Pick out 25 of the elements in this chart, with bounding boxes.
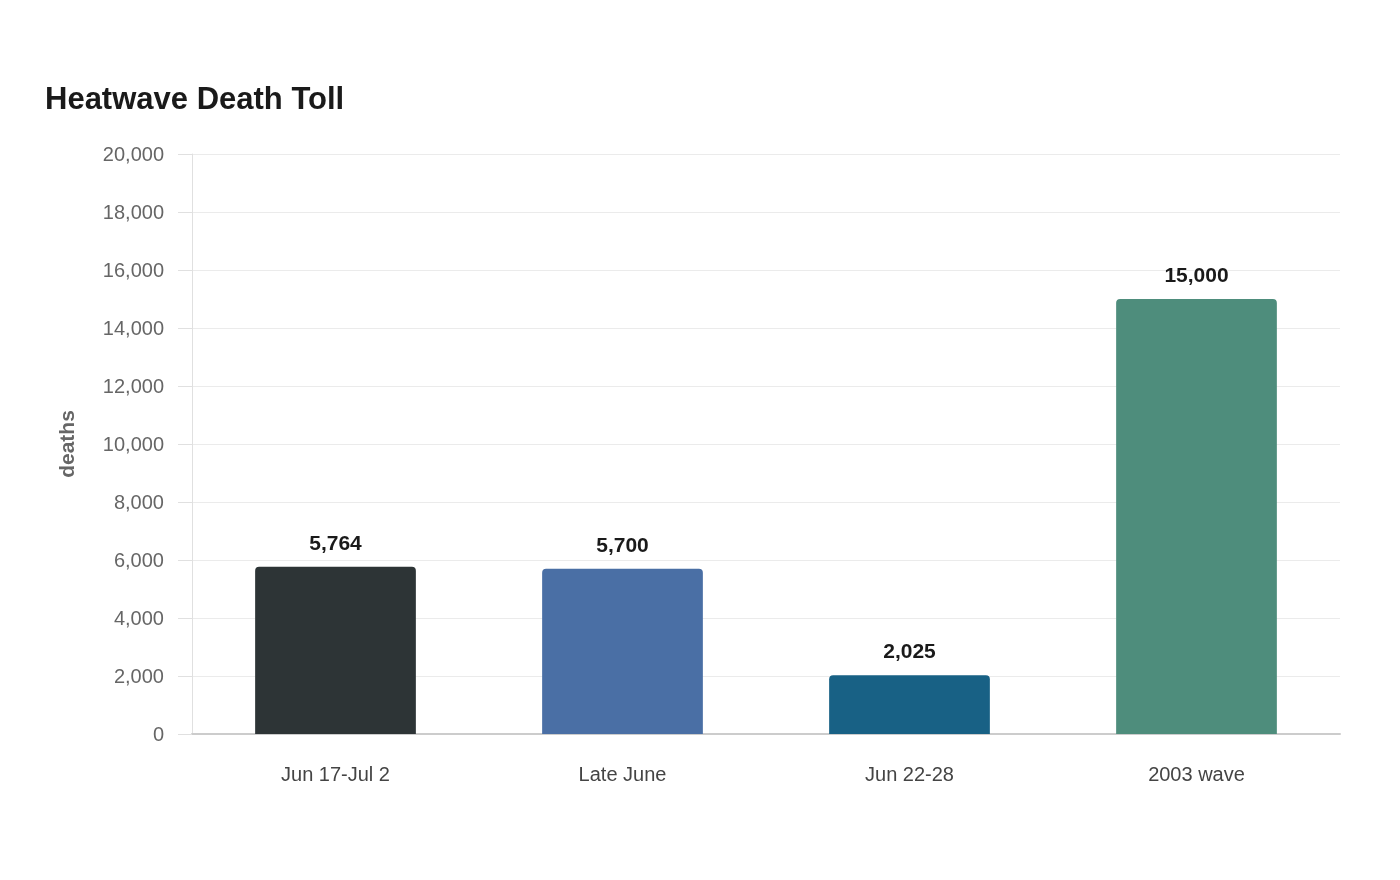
data-label: 15,000 [1164,263,1229,286]
y-axis-title: deaths [55,410,78,478]
bar [255,566,416,734]
chart-title: Heatwave Death Toll [45,81,345,116]
data-label: 5,764 [309,530,363,554]
bar [542,568,703,734]
y-tick-label: 16,000 [102,259,164,281]
y-tick-label: 6,000 [113,549,164,571]
y-tick-label: 2,000 [113,665,164,687]
data-label: 5,700 [596,532,649,556]
data-label: 2,025 [883,639,937,663]
y-tick-label: 8,000 [113,491,164,513]
y-tick-label: 18,000 [102,201,164,223]
y-tick-label: 14,000 [102,317,164,339]
y-tick-label: 20,000 [102,143,164,165]
y-tick-label: 4,000 [113,607,164,629]
y-tick-label: 12,000 [102,375,164,397]
x-tick-label: Late June [578,763,667,785]
bar [829,675,990,734]
x-tick-label: Jun 17-Jul 2 [281,763,390,785]
y-tick-label: 0 [152,723,164,745]
x-tick-label: Jun 22-28 [865,763,954,785]
y-tick-label: 10,000 [102,433,164,455]
bar [1116,299,1277,734]
x-tick-label: 2003 wave [1148,763,1245,785]
